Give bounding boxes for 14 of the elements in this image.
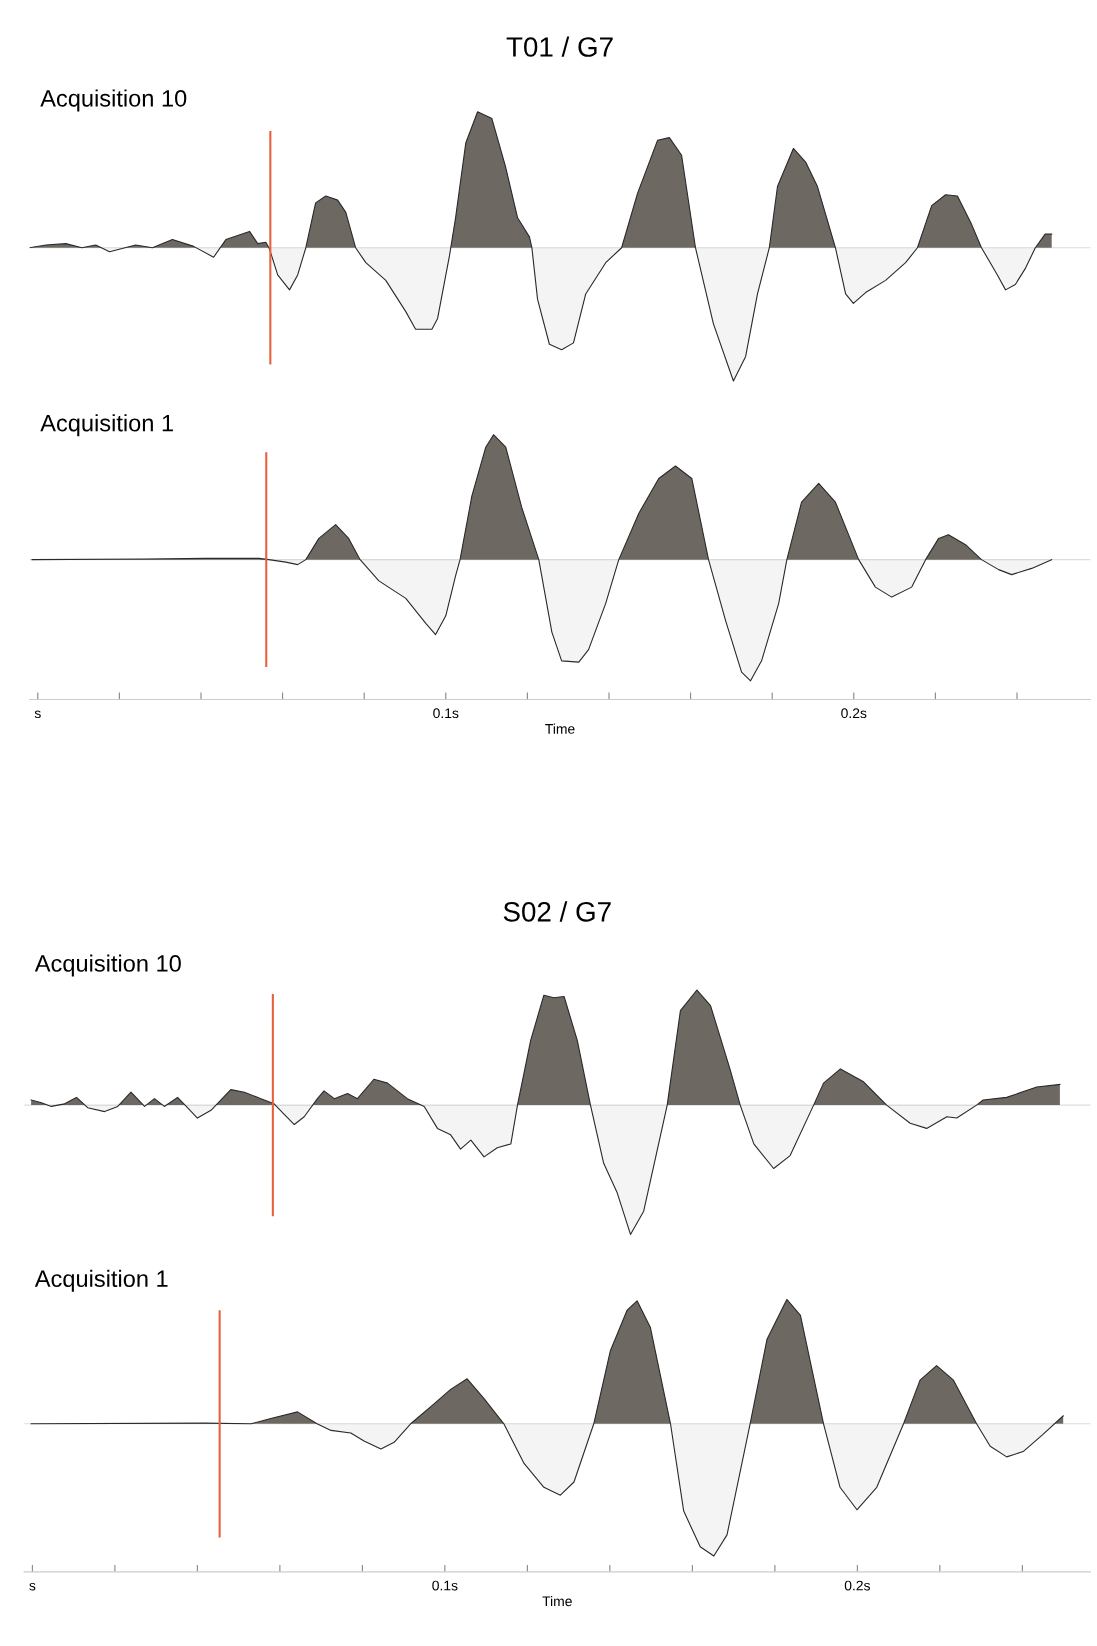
x-axis-title: Time bbox=[542, 1595, 572, 1607]
x-axis-title: Time bbox=[545, 723, 575, 734]
chart-title: T01 / G7 bbox=[506, 36, 613, 57]
chart-title: S02 / G7 bbox=[503, 901, 611, 922]
text: Acquisition 10 bbox=[40, 89, 187, 112]
x-tick-label: 0.1s bbox=[433, 708, 459, 719]
x-tick-label: s bbox=[34, 710, 41, 719]
x-tick-label: 0.2s bbox=[841, 708, 867, 719]
text: Acquisition 10 bbox=[34, 954, 181, 977]
x-tick-label: 0.1s bbox=[432, 1580, 458, 1591]
x-tick-label: s bbox=[29, 1582, 36, 1591]
x-tick-label: 0.2s bbox=[844, 1580, 870, 1591]
annotation: Acquisition 1 bbox=[40, 414, 173, 437]
text: Acquisition 1 bbox=[34, 1269, 168, 1292]
